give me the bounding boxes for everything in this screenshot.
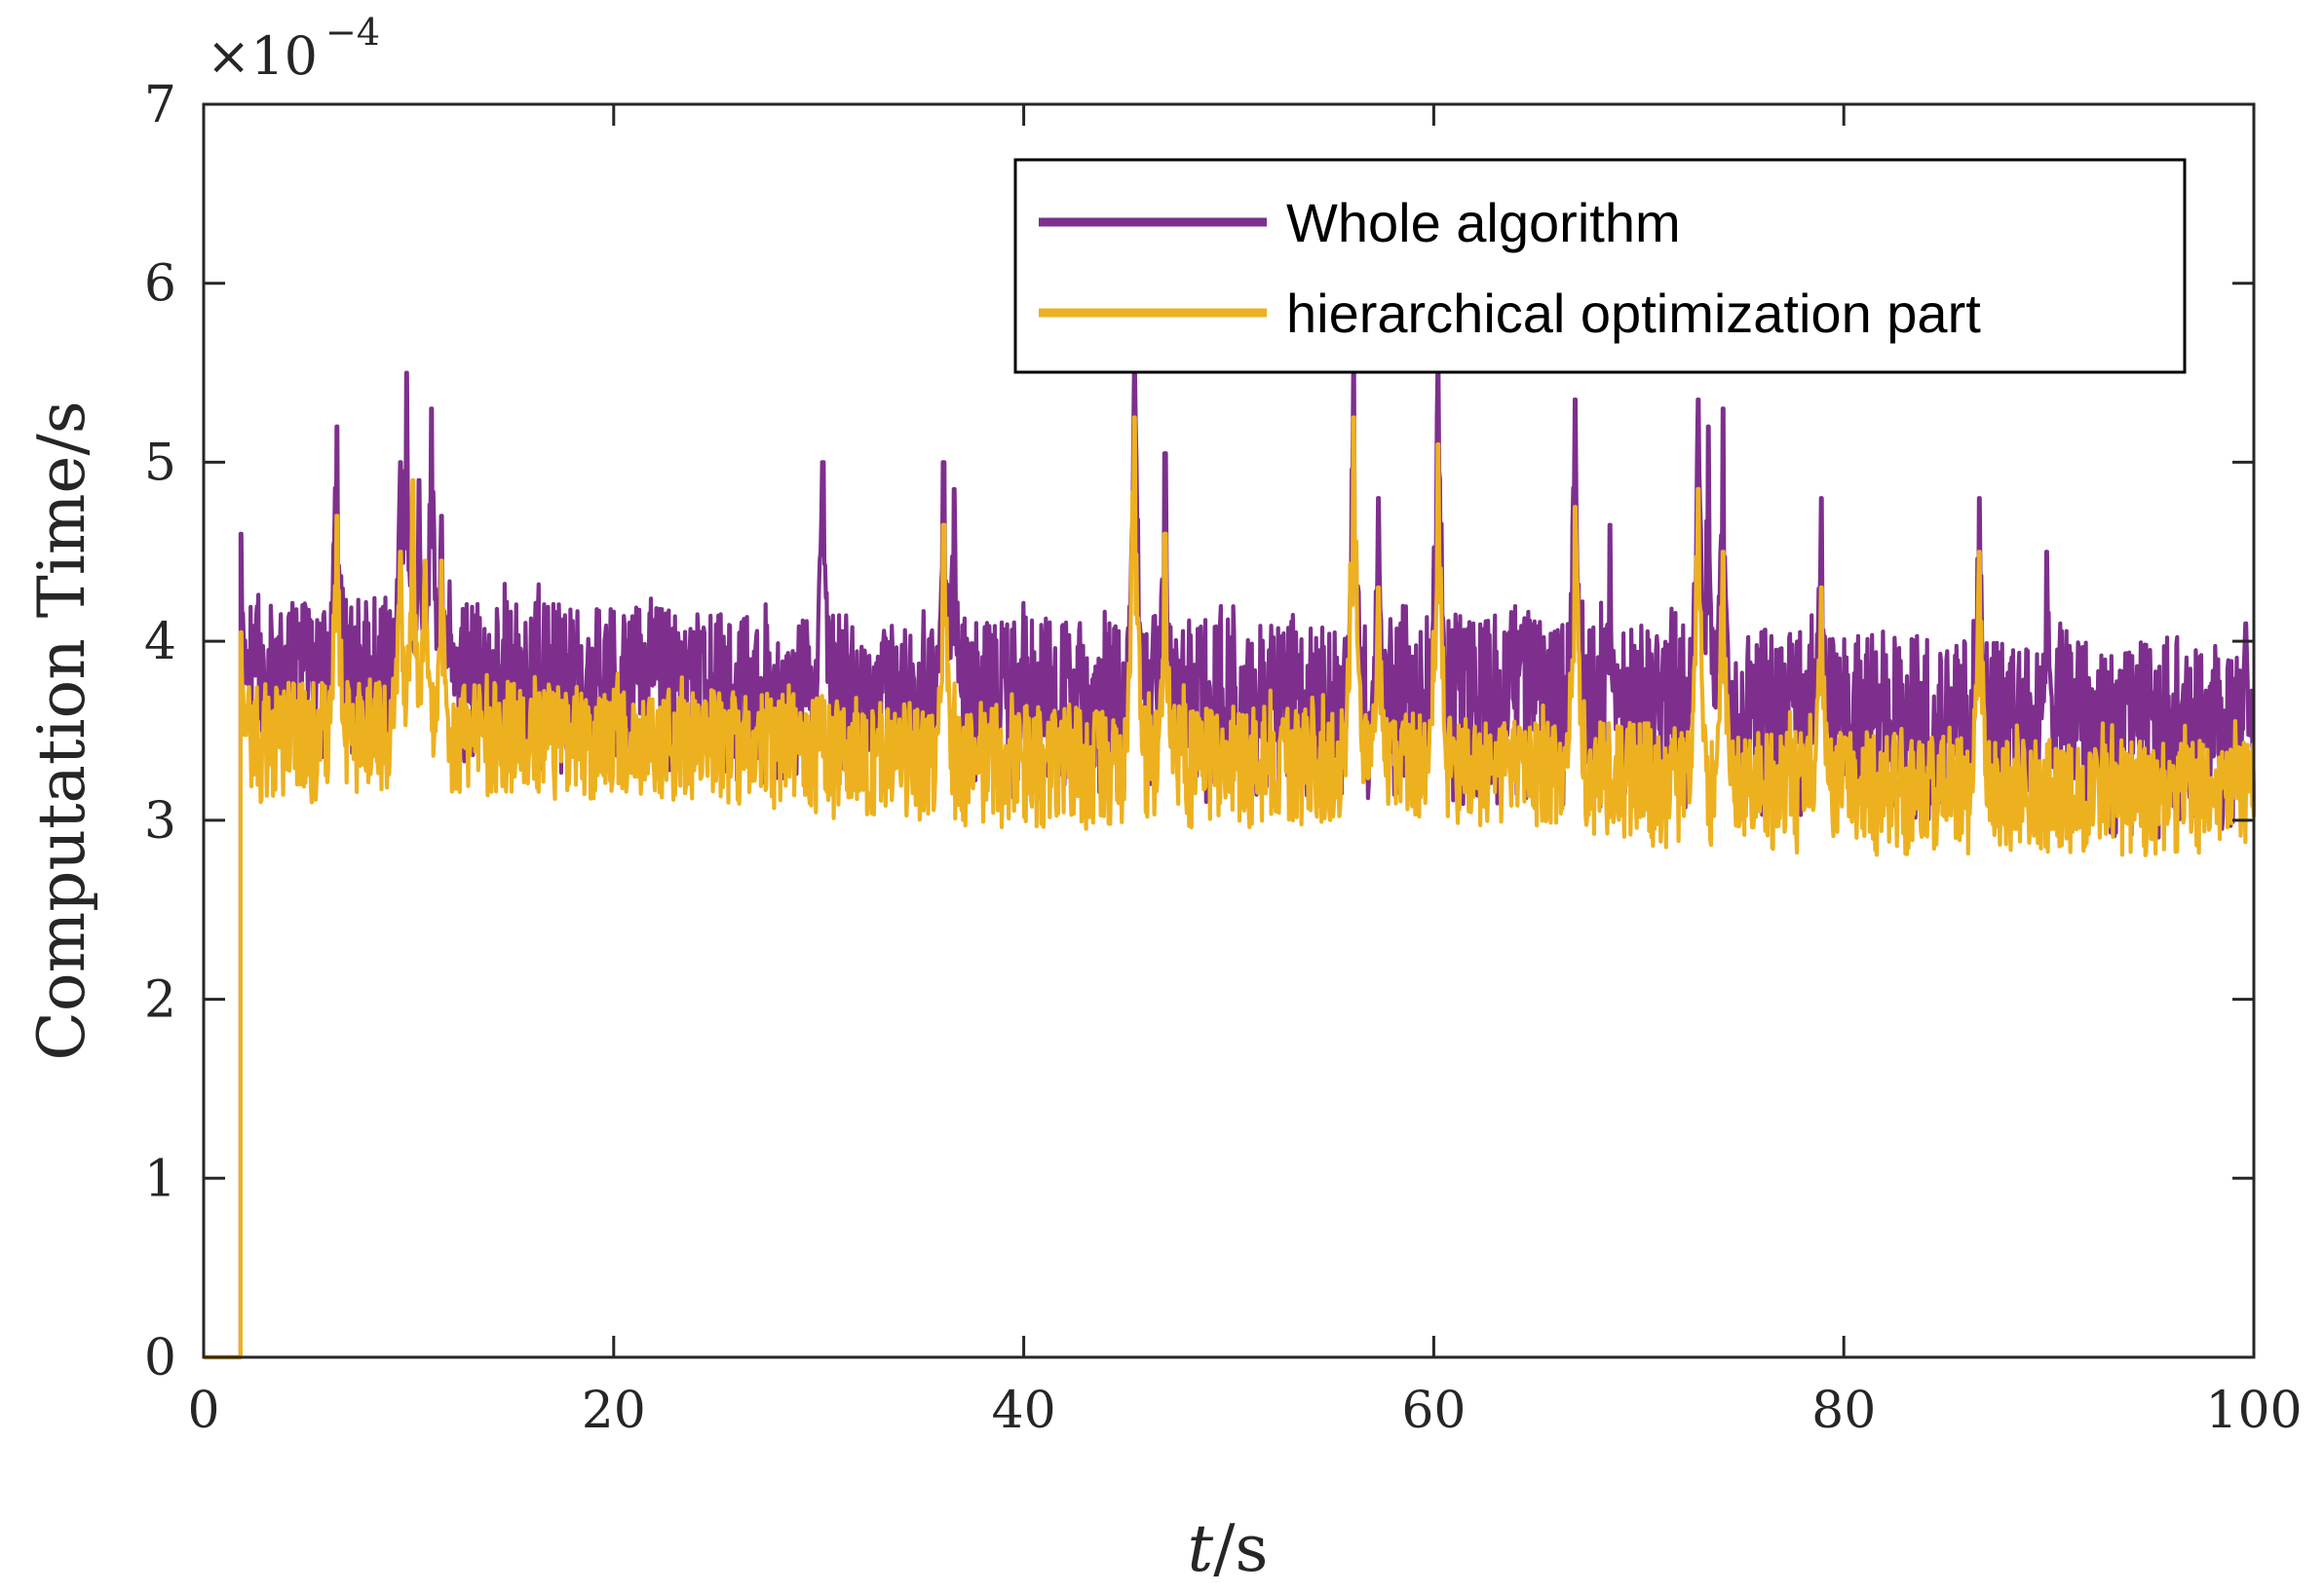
x-axis-var: t: [1188, 1511, 1214, 1586]
x-tick-label: 80: [1811, 1382, 1876, 1440]
x-tick-label: 60: [1401, 1382, 1466, 1440]
y-tick-label: 3: [144, 792, 176, 851]
y-tick-label: 2: [144, 971, 176, 1030]
series-hier-line: [204, 415, 2257, 1360]
y-tick-label: 7: [144, 76, 176, 134]
series-whole-line: [204, 361, 2257, 1360]
x-tick-label: 20: [582, 1382, 646, 1440]
y-tick-label: 5: [144, 434, 176, 492]
x-axis-title: t/s: [1188, 1511, 1269, 1586]
plot-frame: [202, 102, 2256, 1359]
legend-box: [1013, 158, 2187, 374]
y-tick-label: 1: [144, 1150, 176, 1208]
y-axis-title: Computation Time/s: [24, 400, 99, 1060]
y-exponent-prefix: ×10: [207, 25, 318, 87]
series-layer: [204, 361, 2257, 1360]
y-tick-label: 4: [144, 613, 176, 671]
x-tick-label: 0: [187, 1382, 219, 1440]
tick-layer: 0 20 40 60 80 100 0 1 2 3 4 5 6 7: [144, 76, 2303, 1440]
x-axis-unit: /s: [1213, 1511, 1268, 1586]
legend: Whole algorithm hierarchical optimizatio…: [1013, 158, 2187, 374]
legend-label-whole: Whole algorithm: [1286, 192, 1681, 253]
y-tick-label: 6: [144, 255, 176, 314]
x-tick-label: 40: [992, 1382, 1056, 1440]
x-tick-label: 100: [2205, 1382, 2302, 1440]
y-exponent-power: −4: [325, 11, 380, 54]
y-tick-label: 0: [144, 1329, 176, 1387]
legend-label-hier: hierarchical optimization part: [1286, 283, 1981, 344]
y-exponent-label: ×10 −4: [207, 11, 380, 87]
